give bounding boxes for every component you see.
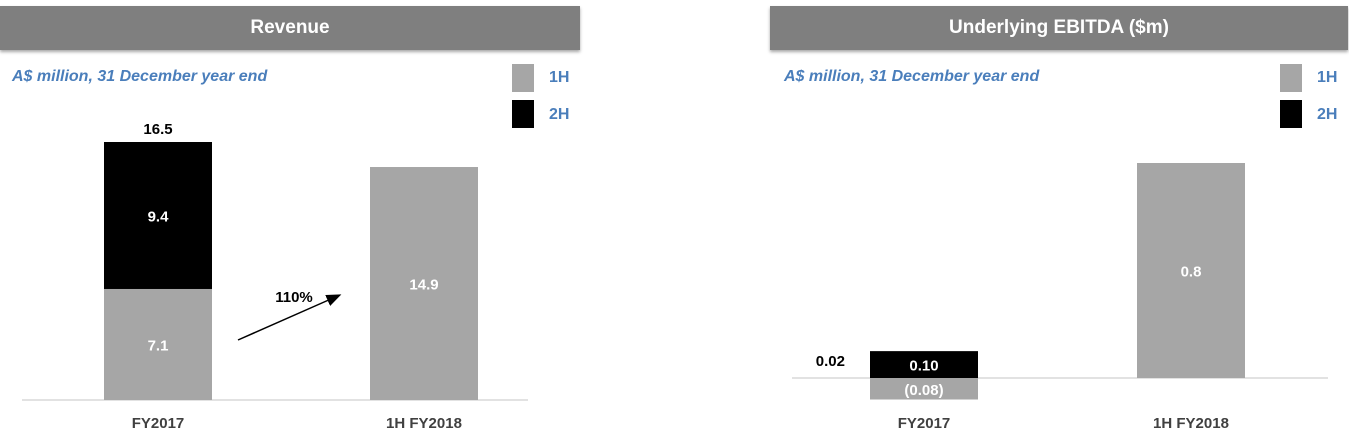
category-label: FY2017 <box>132 415 185 432</box>
bar-1h-1h-fy2018 <box>370 167 478 400</box>
legend-label-2h: 2H <box>549 106 570 123</box>
data-label-1h: 7.1 <box>148 337 169 354</box>
ebitda-chart-panel: Underlying EBITDA ($m) A$ million, 31 De… <box>770 0 1349 438</box>
bar-2h-fy2017 <box>870 351 978 378</box>
revenue-chart-panel: Revenue A$ million, 31 December year end… <box>0 0 590 438</box>
bar-1h-fy2017 <box>870 378 978 400</box>
data-label-1h: 14.9 <box>409 277 438 294</box>
legend-label-1h: 1H <box>549 69 570 86</box>
data-label-1h: (0.08) <box>904 382 943 399</box>
category-label: 1H FY2018 <box>386 415 462 432</box>
bar-1h-fy2017 <box>104 288 212 400</box>
growth-arrow <box>237 294 342 341</box>
legend-swatch-1h <box>512 64 534 92</box>
growth-annotation: 110% <box>275 289 313 306</box>
data-label-1h: 0.8 <box>1181 264 1202 281</box>
ebitda-chart-title: Underlying EBITDA ($m) <box>770 6 1348 50</box>
revenue-chart-plot: 7.1 9.4 16.5 FY2017 14.9 1H FY2018 110% <box>22 121 528 432</box>
data-label-2h: 9.4 <box>148 208 170 225</box>
bar-2h-fy2017 <box>104 142 212 289</box>
legend-label-2h: 2H <box>1317 106 1338 123</box>
category-label: FY2017 <box>898 415 951 432</box>
data-label-2h: 0.10 <box>909 358 938 375</box>
legend-label-1h: 1H <box>1317 69 1338 86</box>
legend-swatch-1h <box>1280 64 1302 92</box>
total-label: 16.5 <box>143 121 172 138</box>
revenue-chart-subtitle: A$ million, 31 December year end <box>12 68 268 85</box>
legend-swatch-2h <box>512 100 534 128</box>
category-label: 1H FY2018 <box>1153 415 1229 432</box>
ebitda-chart-plot: (0.08) 0.10 0.02 FY2017 0.8 1H FY2018 <box>792 163 1328 432</box>
bar-1h-1h-fy2018 <box>1137 163 1245 378</box>
ebitda-chart-subtitle: A$ million, 31 December year end <box>784 68 1040 85</box>
revenue-chart-title: Revenue <box>0 6 580 50</box>
total-label: 0.02 <box>816 353 845 370</box>
legend-swatch-2h <box>1280 100 1302 128</box>
